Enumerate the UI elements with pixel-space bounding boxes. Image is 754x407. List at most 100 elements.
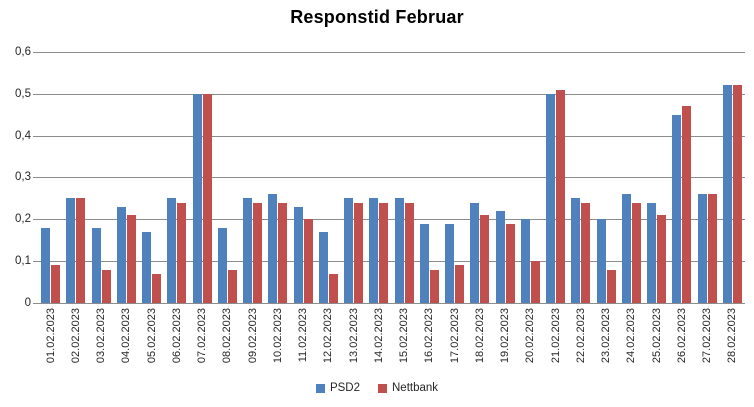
bar-nettbank (354, 203, 364, 303)
bar-nettbank (682, 106, 692, 303)
bar-psd2 (697, 194, 707, 303)
x-axis-label: 21.02.2023 (549, 308, 562, 364)
bar-psd2 (419, 224, 429, 303)
bar-group (417, 52, 442, 303)
bar-nettbank (657, 215, 667, 303)
bar-nettbank (530, 261, 540, 303)
x-axis-label: 11.02.2023 (297, 308, 310, 363)
bar-nettbank (732, 85, 742, 303)
x-label-cell: 04.02.2023 (114, 308, 139, 376)
bar-group (493, 52, 518, 303)
x-axis-label: 25.02.2023 (650, 308, 663, 364)
x-label-cell: 07.02.2023 (190, 308, 215, 376)
legend: PSD2 Nettbank (0, 382, 754, 394)
x-label-cell: 23.02.2023 (594, 308, 619, 376)
bar-psd2 (293, 207, 303, 303)
bar-psd2 (217, 228, 227, 303)
x-axis-label: 08.02.2023 (221, 308, 234, 364)
bar-nettbank (76, 198, 86, 303)
x-label-cell: 08.02.2023 (215, 308, 240, 376)
bar-group (114, 52, 139, 303)
x-axis-label: 24.02.2023 (625, 308, 638, 364)
bar-nettbank (202, 94, 212, 303)
legend-item-psd2: PSD2 (315, 382, 360, 394)
bar-nettbank (152, 274, 162, 303)
x-label-cell: 16.02.2023 (417, 308, 442, 376)
bar-group (720, 52, 745, 303)
legend-swatch-psd2-icon (315, 383, 325, 393)
bar-psd2 (722, 85, 732, 303)
bar-nettbank (631, 203, 641, 303)
x-label-cell: 14.02.2023 (366, 308, 391, 376)
x-axis-label: 27.02.2023 (701, 308, 714, 364)
bar-group (139, 52, 164, 303)
bar-group (190, 52, 215, 303)
bar-psd2 (672, 115, 682, 303)
plot-area (33, 52, 745, 304)
x-label-cell: 11.02.2023 (291, 308, 316, 376)
bar-psd2 (243, 198, 253, 303)
x-axis-label: 28.02.2023 (726, 308, 739, 364)
x-label-cell: 25.02.2023 (644, 308, 669, 376)
x-label-cell: 18.02.2023 (467, 308, 492, 376)
bar-group (543, 52, 568, 303)
bar-group (341, 52, 366, 303)
bar-group (568, 52, 593, 303)
bar-group (316, 52, 341, 303)
x-label-cell: 27.02.2023 (695, 308, 720, 376)
bar-nettbank (126, 215, 136, 303)
x-axis-label: 02.02.2023 (69, 308, 82, 364)
x-axis-label: 05.02.2023 (145, 308, 158, 364)
bar-nettbank (505, 224, 515, 303)
bar-group (594, 52, 619, 303)
bar-group (619, 52, 644, 303)
gridline (33, 94, 745, 95)
x-label-cell: 19.02.2023 (493, 308, 518, 376)
bar-group (518, 52, 543, 303)
x-label-cell: 01.02.2023 (38, 308, 63, 376)
x-label-cell: 28.02.2023 (720, 308, 745, 376)
x-label-cell: 24.02.2023 (619, 308, 644, 376)
bar-group (669, 52, 694, 303)
legend-label-nettbank: Nettbank (392, 382, 439, 394)
bar-nettbank (606, 270, 616, 303)
x-label-cell: 10.02.2023 (265, 308, 290, 376)
y-axis-label: 0,4 (15, 130, 31, 142)
y-axis-label: 0,3 (15, 171, 31, 183)
x-axis-label: 04.02.2023 (120, 308, 133, 364)
bar-psd2 (394, 198, 404, 303)
gridline (33, 52, 745, 53)
bar-group (366, 52, 391, 303)
bar-psd2 (470, 203, 480, 303)
x-axis-label: 10.02.2023 (271, 308, 284, 364)
x-label-cell: 13.02.2023 (341, 308, 366, 376)
bar-group (38, 52, 63, 303)
x-axis-label: 06.02.2023 (170, 308, 183, 364)
bar-group (467, 52, 492, 303)
legend-label-psd2: PSD2 (329, 382, 360, 394)
bar-psd2 (571, 198, 581, 303)
x-axis-label: 14.02.2023 (372, 308, 385, 364)
x-axis-label: 15.02.2023 (398, 308, 411, 364)
bar-psd2 (344, 198, 354, 303)
bar-psd2 (495, 211, 505, 303)
x-label-cell: 20.02.2023 (518, 308, 543, 376)
legend-item-nettbank: Nettbank (378, 382, 438, 394)
bar-group (164, 52, 189, 303)
x-label-cell: 15.02.2023 (392, 308, 417, 376)
x-axis-label: 23.02.2023 (600, 308, 613, 364)
bar-group (392, 52, 417, 303)
x-label-cell: 21.02.2023 (543, 308, 568, 376)
x-label-cell: 17.02.2023 (442, 308, 467, 376)
bar-group (442, 52, 467, 303)
x-axis-label: 12.02.2023 (322, 308, 335, 364)
x-axis-label: 01.02.2023 (44, 308, 57, 364)
bar-psd2 (621, 194, 631, 303)
bar-nettbank (328, 274, 338, 303)
bar-nettbank (278, 203, 288, 303)
bar-group (63, 52, 88, 303)
x-label-cell: 05.02.2023 (139, 308, 164, 376)
x-axis-label: 26.02.2023 (675, 308, 688, 364)
bar-group (291, 52, 316, 303)
